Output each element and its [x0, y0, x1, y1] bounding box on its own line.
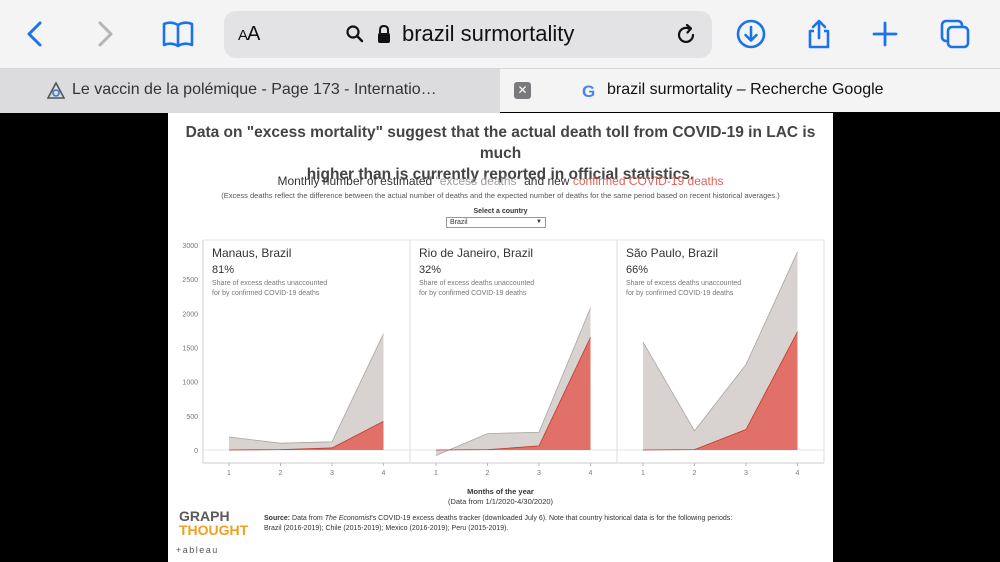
- download-icon[interactable]: [734, 17, 768, 51]
- y-tick-label: 0: [194, 448, 198, 455]
- x-tick-label: 1: [227, 470, 231, 477]
- covid-deaths-area: [643, 331, 798, 450]
- tab-vaccin[interactable]: Le vaccin de la polémique - Page 173 - I…: [0, 69, 500, 113]
- covid-deaths-area: [229, 421, 384, 450]
- x-tick-label: 3: [744, 470, 748, 477]
- country-select-value: Brazil: [450, 219, 468, 226]
- y-tick-label: 1500: [182, 346, 198, 353]
- x-tick-label: 4: [589, 470, 593, 477]
- source-label: Source:: [264, 515, 291, 522]
- panel-share-label: Share of excess deaths unaccounted: [212, 280, 327, 287]
- x-tick-label: 2: [279, 470, 283, 477]
- source-note: Source: Data from The Economist's COVID-…: [264, 514, 824, 534]
- search-icon: [346, 25, 364, 48]
- excess-deaths-area: [643, 251, 798, 450]
- panel-share-label: Share of excess deaths unaccounted: [419, 280, 534, 287]
- panel-city-label: Rio de Janeiro, Brazil: [419, 246, 533, 260]
- subtitle-covid: confirmed COVID-19 deaths: [572, 174, 724, 188]
- headline-line-1: Data on "excess mortality" suggest that …: [185, 124, 816, 162]
- x-tick-label: 2: [693, 470, 697, 477]
- panel-share-value: 66%: [626, 264, 648, 276]
- chart-subtitle: Monthly number of estimated "excess deat…: [168, 174, 833, 188]
- tableau-logo[interactable]: +ableau: [176, 545, 219, 555]
- x-tick-label: 1: [641, 470, 645, 477]
- excess-note: (Excess deaths reflect the difference be…: [221, 191, 780, 200]
- lock-icon: [376, 24, 392, 49]
- excess-deaths-line: [228, 333, 384, 444]
- panel-share-label: for by confirmed COVID-19 deaths: [626, 290, 734, 297]
- covid-deaths-line: [228, 420, 384, 451]
- y-tick-label: 3000: [182, 243, 198, 250]
- logo-line-1: GRAPH: [179, 508, 230, 524]
- dropdown-arrow-icon: ▼: [536, 219, 542, 225]
- excess-deaths-chart: 0 500 1000 1500 2000 2500 3000 1 2 3 4 Manaus, Braz…: [182, 239, 825, 477]
- country-select[interactable]: Brazil ▼: [446, 217, 546, 228]
- tab-bar: Le vaccin de la polémique - Page 173 - I…: [0, 68, 1000, 113]
- panel-share-value: 81%: [212, 264, 234, 276]
- panel-city-label: Manaus, Brazil: [212, 246, 291, 260]
- back-icon[interactable]: [18, 17, 52, 51]
- x-tick-label: 3: [330, 470, 334, 477]
- panel-share-label: for by confirmed COVID-19 deaths: [419, 290, 527, 297]
- headline: Data on "excess mortality" suggest that …: [168, 122, 833, 185]
- country-select-label: Select a country: [473, 208, 528, 215]
- reader-button[interactable]: AA: [238, 23, 260, 45]
- panel-share-label: for by confirmed COVID-19 deaths: [212, 290, 320, 297]
- panel-city-label: São Paulo, Brazil: [626, 246, 718, 260]
- subtitle-middle: and new: [520, 174, 573, 188]
- subtitle-prefix: Monthly number of estimated: [277, 174, 436, 188]
- x-tick-label: 4: [382, 470, 386, 477]
- excess-deaths-area: [229, 333, 384, 450]
- browser-toolbar: AA brazil surmortality: [0, 0, 1000, 68]
- panel-share-label: Share of excess deaths unaccounted: [626, 280, 741, 287]
- x-tick-label: 1: [434, 470, 438, 477]
- y-tick-label: 1000: [182, 380, 198, 387]
- covid-deaths-line: [642, 331, 798, 451]
- y-tick-label: 2000: [182, 311, 198, 318]
- y-tick-label: 2500: [182, 277, 198, 284]
- tabs-overview-icon[interactable]: [938, 17, 972, 51]
- reload-icon[interactable]: [674, 23, 698, 52]
- subtitle-excess: "excess deaths": [435, 174, 521, 188]
- x-tick-label: 3: [537, 470, 541, 477]
- bookmarks-icon[interactable]: [161, 17, 195, 51]
- x-axis-range: (Data from 1/1/2020-4/30/2020): [447, 497, 554, 506]
- source-text-3: Brazil (2016-2019); Chile (2015-2019); M…: [264, 525, 509, 532]
- google-favicon-icon: G: [582, 82, 596, 101]
- share-icon[interactable]: [802, 17, 836, 51]
- graph-for-thought-logo: GRAPH THOUGHT: [179, 509, 248, 537]
- forum-favicon-icon: [46, 81, 66, 106]
- source-publication: The Economist: [324, 515, 372, 522]
- excess-deaths-line: [435, 307, 591, 456]
- source-text-2: 's COVID-19 excess deaths tracker (downl…: [371, 515, 733, 522]
- forward-icon[interactable]: [88, 17, 122, 51]
- tableau-viz: Data on "excess mortality" suggest that …: [168, 113, 833, 562]
- excess-deaths-line: [642, 251, 798, 432]
- y-tick-label: 500: [186, 414, 198, 421]
- source-text-1: Data from: [290, 515, 325, 522]
- new-tab-icon[interactable]: [868, 17, 902, 51]
- logo-line-2: THOUGHT: [179, 522, 249, 538]
- close-tab-icon[interactable]: ✕: [514, 82, 531, 99]
- headline-line-2: higher than is currently reported in off…: [306, 166, 695, 183]
- address-bar[interactable]: AA brazil surmortality: [224, 11, 712, 58]
- x-tick-label: 2: [486, 470, 490, 477]
- address-text: brazil surmortality: [402, 21, 575, 46]
- tab-title-active[interactable]: brazil surmortality – Recherche Google: [607, 81, 884, 98]
- covid-deaths-area: [436, 337, 591, 450]
- x-tick-label: 4: [796, 470, 800, 477]
- panel-share-value: 32%: [419, 264, 441, 276]
- x-axis-title: Months of the year: [467, 487, 534, 496]
- covid-deaths-line: [435, 337, 591, 451]
- tab-title: Le vaccin de la polémique - Page 173 - I…: [72, 81, 437, 98]
